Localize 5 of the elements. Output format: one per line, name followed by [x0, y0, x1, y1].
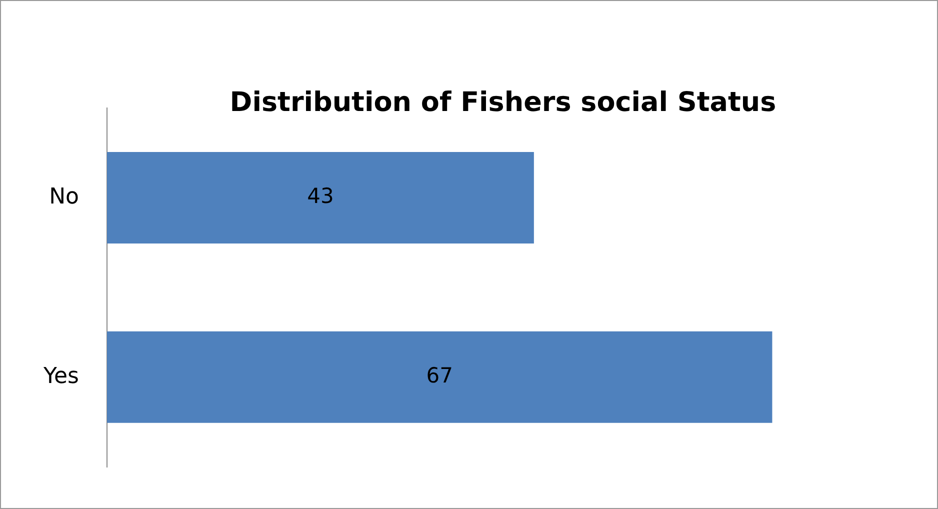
- data-label: 43: [307, 184, 334, 208]
- chart-title: Distribution of Fishers social Status: [230, 87, 776, 118]
- data-label: 67: [426, 364, 453, 388]
- y-tick-label: No: [49, 184, 79, 210]
- y-tick-label: Yes: [42, 364, 79, 389]
